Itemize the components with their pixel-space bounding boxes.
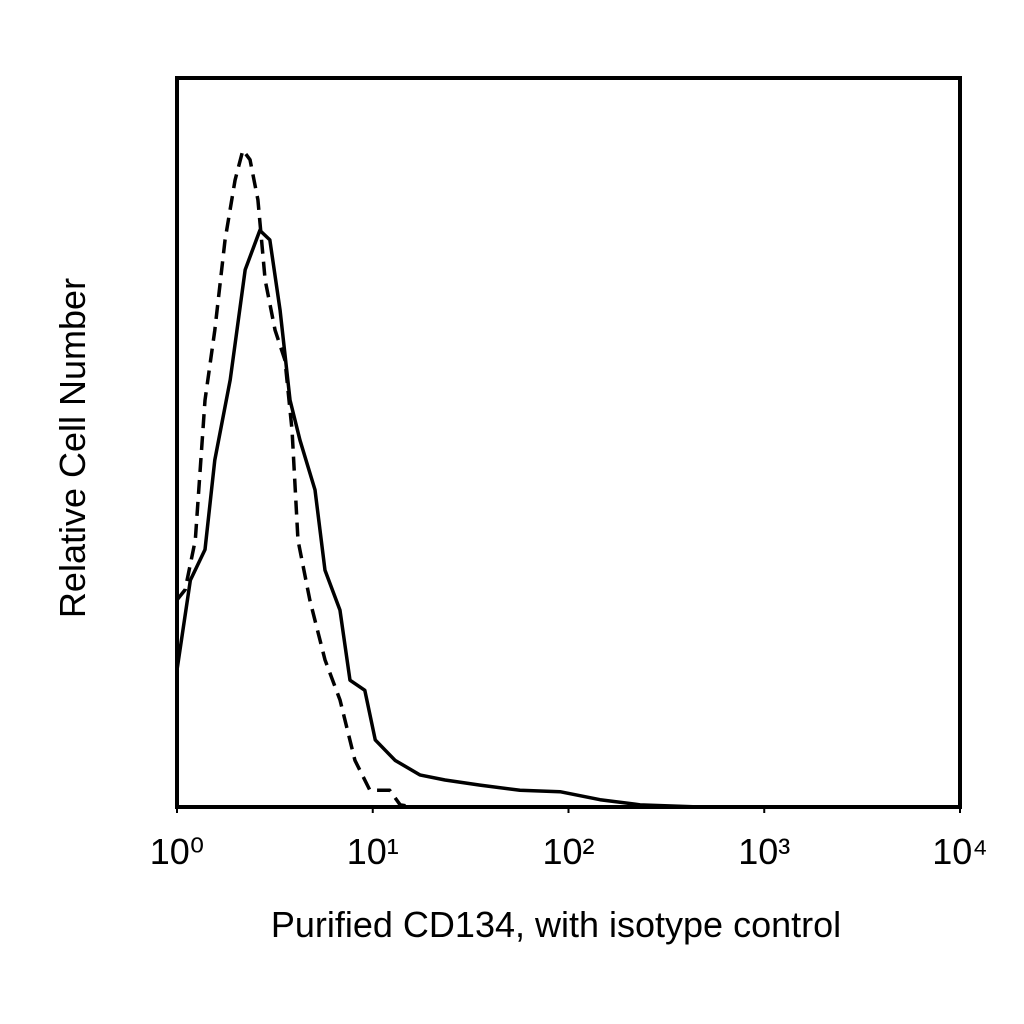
- x-tick-label: 10¹: [347, 831, 399, 872]
- x-tick-label: 10⁰: [150, 831, 204, 872]
- x-tick-label: 10³: [738, 831, 790, 872]
- y-axis-label: Relative Cell Number: [52, 278, 93, 618]
- x-tick-label: 10⁴: [932, 831, 988, 872]
- x-tick-label: 10²: [542, 831, 594, 872]
- x-axis-label: Purified CD134, with isotype control: [271, 904, 841, 945]
- histogram-line: [175, 148, 414, 809]
- histogram-line: [175, 228, 701, 809]
